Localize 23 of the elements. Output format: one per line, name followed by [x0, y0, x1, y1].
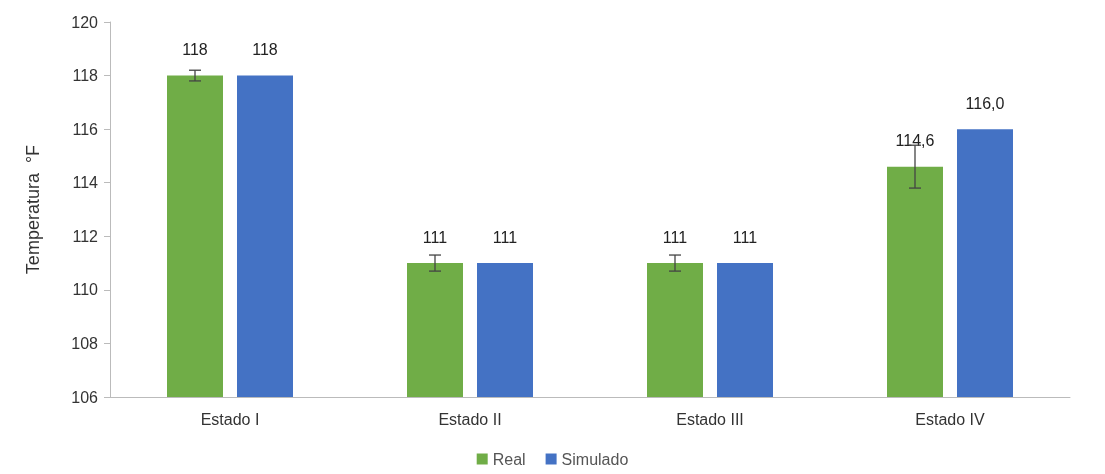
x-tick-label: Estado III	[676, 410, 744, 428]
y-tick-label: 120	[71, 13, 99, 31]
y-tick-label: 114	[72, 174, 99, 192]
y-tick-label: 108	[71, 334, 99, 352]
y-tick-label: 106	[71, 388, 99, 406]
data-label: 111	[422, 228, 448, 246]
data-label: 118	[252, 41, 278, 59]
y-tick-label: 112	[72, 227, 99, 245]
data-label: 111	[732, 228, 758, 246]
data-label: 116,0	[965, 94, 1005, 112]
x-tick-label: Estado II	[438, 410, 502, 428]
y-axis-title: Temperatura °F	[23, 144, 43, 275]
legend-label: Simulado	[561, 450, 629, 468]
x-tick-label: Estado I	[200, 410, 260, 428]
y-tick-label: 118	[72, 67, 99, 85]
x-tick-label: Estado IV	[915, 410, 986, 428]
legend-label: Real	[492, 450, 526, 468]
data-label: 118	[182, 41, 208, 59]
data-label: 111	[492, 228, 518, 246]
y-tick-label: 110	[72, 281, 99, 299]
data-label: 111	[662, 228, 688, 246]
y-tick-label: 116	[72, 120, 99, 138]
data-label: 114,6	[895, 132, 935, 150]
